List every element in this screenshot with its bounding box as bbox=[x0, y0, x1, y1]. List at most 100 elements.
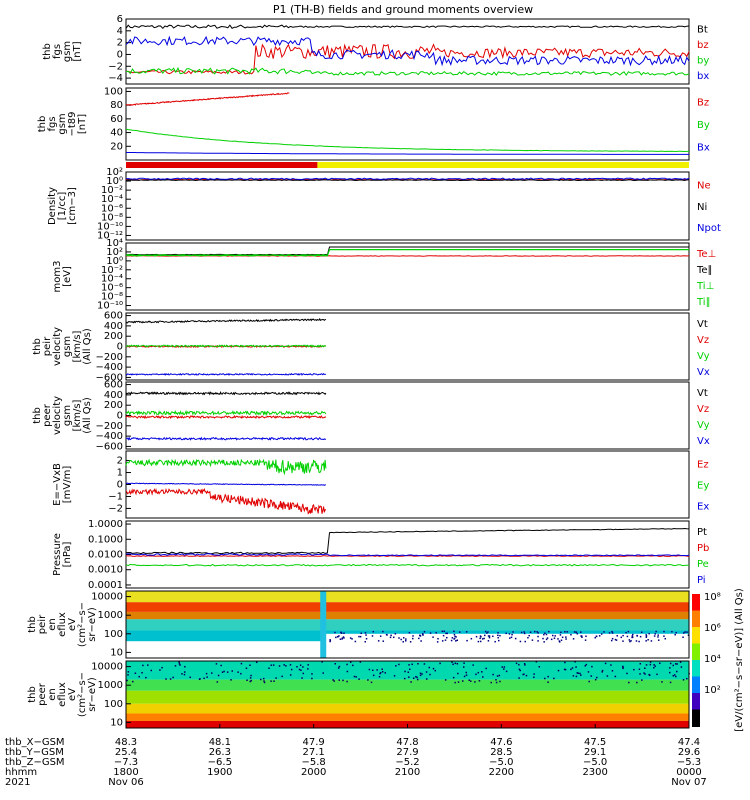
y-axis-label-line: peir bbox=[37, 614, 48, 634]
spectrogram-dot bbox=[501, 666, 503, 668]
legend-Vt: Vt bbox=[697, 319, 708, 330]
spectrogram-dot bbox=[481, 671, 483, 673]
spectrogram-dot bbox=[645, 635, 648, 637]
spectrogram-dot bbox=[497, 634, 499, 637]
spectrogram-dot bbox=[675, 631, 677, 634]
y-tick-label: 4 bbox=[117, 26, 123, 37]
y-tick-label: 600 bbox=[104, 380, 123, 391]
spectrogram-dot bbox=[643, 672, 645, 674]
spectrogram-dot bbox=[633, 668, 635, 671]
y-tick-label: 0.0001 bbox=[88, 580, 123, 591]
spectrogram-dot bbox=[543, 633, 545, 636]
spectrogram-dot bbox=[456, 639, 459, 642]
spectrogram-dot bbox=[379, 672, 381, 675]
spectrogram-dot bbox=[496, 675, 499, 677]
y-tick-label: 10⁻⁴ bbox=[101, 194, 123, 205]
series-Vz bbox=[125, 414, 327, 420]
state-bar bbox=[126, 162, 689, 168]
y-tick-label: 1.0000 bbox=[88, 519, 123, 530]
spectrogram-dot bbox=[498, 639, 500, 642]
spectrogram-dot bbox=[446, 636, 448, 639]
spectrogram-dot bbox=[580, 635, 582, 637]
y-tick-label: 40 bbox=[110, 128, 123, 139]
y-tick-label: 10000 bbox=[91, 662, 123, 673]
spectrogram-dot bbox=[523, 663, 526, 665]
series-bx bbox=[125, 35, 690, 67]
spectrogram-dot bbox=[654, 633, 656, 635]
spectrogram-dot bbox=[417, 663, 419, 665]
spectrogram-dot bbox=[498, 674, 501, 677]
spectrogram-dot bbox=[495, 679, 497, 681]
x-tick-label: 47.6 bbox=[490, 737, 512, 748]
legend-Ey: Ey bbox=[697, 480, 709, 491]
spectrogram-dot bbox=[650, 640, 653, 642]
x-tick-label: −5.8 bbox=[302, 757, 326, 768]
spectrogram-dot bbox=[565, 636, 567, 638]
spectrogram-dot bbox=[302, 666, 304, 668]
spectrogram-dot bbox=[184, 665, 186, 668]
series-Pi bbox=[125, 553, 690, 557]
spectrogram-dot bbox=[411, 663, 413, 666]
y-axis-label-line: peir bbox=[42, 336, 53, 356]
colorbar-tick-label: 10² bbox=[704, 685, 721, 696]
spectrogram-dot bbox=[494, 640, 496, 643]
spectrogram-dot bbox=[676, 663, 678, 665]
panel-10: 10000 1000 100 10 thb peer en eflux eV (cm²−s− sr−… bbox=[27, 660, 690, 729]
y-axis-label-line: (cm²−s− bbox=[77, 602, 88, 647]
x-tick-label: 2100 bbox=[395, 767, 420, 778]
spectrogram-dot bbox=[686, 677, 688, 680]
spectrogram-dot bbox=[453, 630, 455, 633]
y-tick-label: 10² bbox=[106, 167, 123, 178]
spectrogram-dot bbox=[132, 680, 134, 683]
spectrogram-dot bbox=[268, 667, 270, 669]
panel-frame bbox=[125, 87, 690, 161]
spectrogram-dot bbox=[393, 675, 396, 677]
spectrogram-dot bbox=[503, 666, 506, 668]
spectrogram-dot bbox=[664, 637, 667, 640]
x-tick-label: 47.4 bbox=[678, 737, 700, 748]
spectrogram-dot bbox=[663, 630, 665, 633]
spectrogram-dot bbox=[639, 662, 642, 665]
spectrogram-dot bbox=[653, 635, 656, 637]
spectrogram-dot bbox=[630, 640, 632, 642]
spectrogram-dot bbox=[127, 671, 130, 673]
colorbar-label: [eV/(cm²−s−sr−eV)] (All Qs) bbox=[734, 588, 745, 732]
panel-7: 210−1−2 E=−VxB [mV/m] Ez Ey Ex bbox=[52, 450, 709, 519]
spectrogram-dot bbox=[338, 679, 341, 681]
spectrogram-dot bbox=[434, 669, 437, 672]
spectrogram-dot bbox=[441, 630, 444, 633]
spectrogram-dot bbox=[307, 668, 309, 670]
spectrogram-dot bbox=[575, 631, 578, 634]
spectrogram-dot bbox=[611, 630, 613, 633]
spectrogram-dot bbox=[631, 635, 634, 637]
y-tick-label: 1000 bbox=[98, 680, 123, 691]
spectrogram-dot bbox=[340, 632, 343, 634]
spectrogram-dot bbox=[289, 664, 292, 666]
spectrogram-dot bbox=[230, 679, 232, 681]
y-axis-label-line: gsm bbox=[57, 113, 68, 134]
spectrogram-dot bbox=[340, 631, 342, 634]
x-row-label: thb_Z−GSM bbox=[5, 757, 65, 768]
y-axis-label: thb fgs gsm [nT] bbox=[42, 41, 83, 62]
spectrogram-dot bbox=[580, 674, 582, 676]
panel-frame bbox=[125, 171, 690, 241]
y-axis-label-line: fgs bbox=[47, 116, 58, 131]
legend-Vy: Vy bbox=[697, 420, 710, 431]
spectrogram-dot bbox=[419, 674, 422, 677]
y-axis-label: thb peir velocity gsm [km/s] (All Qs) bbox=[32, 327, 93, 366]
x-tick-label: 0000 bbox=[676, 767, 701, 778]
spectrogram-dot bbox=[240, 672, 242, 675]
y-axis-label-line: thb bbox=[42, 43, 53, 60]
spectrogram-dot bbox=[655, 630, 657, 633]
spectrogram-dot bbox=[420, 640, 422, 642]
spectrogram-dot bbox=[134, 672, 137, 675]
spectrogram-dot bbox=[465, 674, 468, 676]
y-tick-label: 2 bbox=[117, 456, 123, 467]
x-tick-label: 2200 bbox=[489, 767, 514, 778]
spectrogram-dot bbox=[458, 631, 461, 633]
spectrogram-dot bbox=[673, 674, 676, 676]
spectrogram-dot bbox=[444, 679, 447, 681]
spectrogram-dot bbox=[606, 675, 609, 677]
spectrogram-dot bbox=[275, 677, 277, 679]
spectrogram-dot bbox=[523, 631, 525, 633]
